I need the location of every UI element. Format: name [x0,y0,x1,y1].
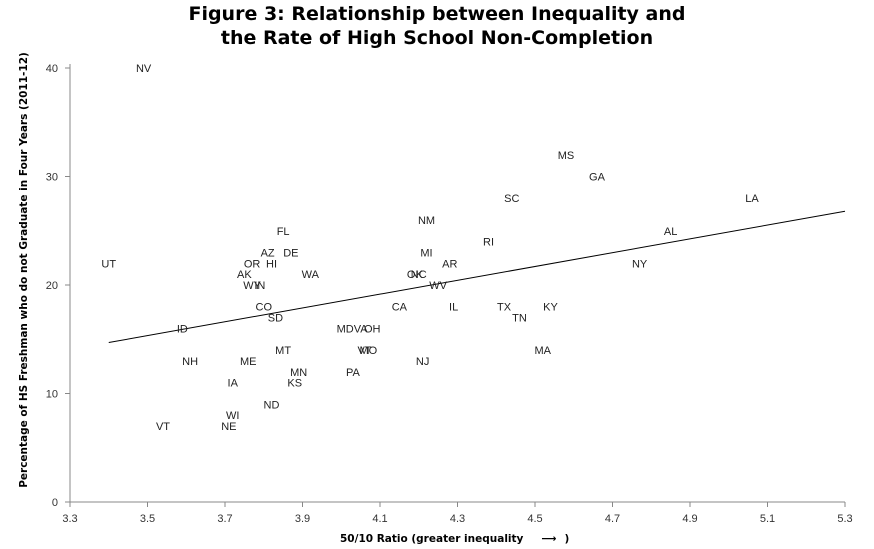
point-label-hi: HI [266,258,277,270]
point-label-va: VA [354,323,369,335]
point-label-mo: MO [360,345,378,357]
point-label-ok: OK [407,269,424,281]
point-label-ks: KS [287,378,302,390]
x-axis-label-arrow: ⟶ [541,533,556,545]
point-label-mt: MT [275,345,291,357]
point-label-ut: UT [101,258,116,270]
point-label-md: MD [337,323,354,335]
point-label-oh: OH [364,323,381,335]
x-tick-label: 4.5 [527,513,542,525]
y-tick-label: 30 [46,172,58,184]
y-tick-label: 40 [46,63,58,75]
x-axis-label-close: ) [564,533,569,545]
point-label-sc: SC [504,193,519,205]
point-label-mi: MI [420,247,432,259]
point-label-nv: NV [136,63,152,75]
point-label-sd: SD [268,313,283,325]
x-tick-label: 4.7 [605,513,620,525]
point-label-nc: NC [411,269,427,281]
point-labels: NV UT MS GA SC LA NM FL AL RI AZ DE MI OR HI AR NY AK WA OK… [101,63,759,433]
point-label-ia: IA [228,378,239,390]
point-label-wa: WA [302,269,320,281]
point-label-vt: VT [357,345,371,357]
x-tick-label: 5.3 [837,513,852,525]
chart-title-line2: the Rate of High School Non-Completion [220,27,654,49]
y-axis-label: Percentage of HS Freshman who do not Gra… [18,52,30,488]
trendline-group [108,210,846,343]
point-label-nj: NJ [416,356,429,368]
chart-title-line1: Figure 3: Relationship between Inequalit… [188,3,686,25]
point-label-or: OR [244,258,261,270]
x-axis-label: 50/10 Ratio (greater inequality ⟶) [340,533,569,545]
point-label-ga: GA [589,172,606,184]
point-label-la: LA [745,193,759,205]
point-label-al: AL [664,226,677,238]
point-label-me: ME [240,356,257,368]
point-label-vt: VT [156,421,170,433]
point-label-nm: NM [418,215,435,227]
trendline [108,210,846,343]
point-label-ne: NE [221,421,236,433]
point-label-mn: MN [290,367,307,379]
x-tick-label: 3.9 [295,513,310,525]
point-label-id: ID [177,323,188,335]
point-label-fl: FL [277,226,290,238]
point-label-ma: MA [535,345,552,357]
point-label-de: DE [283,247,298,259]
point-label-co: CO [256,302,273,314]
point-label-tx: TX [497,302,512,314]
point-label-ri: RI [483,237,494,249]
axes: 3.3 3.5 3.7 3.9 4.1 4.3 4.5 4.7 4.9 5.1 5.3 0 10 20 30… [46,63,853,525]
point-label-pa: PA [346,367,361,379]
x-tick-label: 3.5 [140,513,155,525]
x-tick-label: 3.7 [217,513,232,525]
point-label-ar: AR [442,258,457,270]
chart-title: Figure 3: Relationship between Inequalit… [0,2,874,50]
y-tick-label: 20 [46,280,58,292]
point-label-az: AZ [261,247,275,259]
point-label-wy: WY [243,280,261,292]
point-label-wv: WV [429,280,447,292]
point-label-in: IN [254,280,265,292]
point-label-ny: NY [632,258,648,270]
point-label-il: IL [449,302,458,314]
point-label-tn: TN [512,313,527,325]
x-tick-label: 4.3 [450,513,465,525]
point-label-ms: MS [558,150,575,162]
x-tick-label: 3.3 [62,513,77,525]
x-axis-label-text: 50/10 Ratio (greater inequality [340,533,524,545]
point-label-wi: WI [226,410,239,422]
y-tick-label: 10 [46,389,58,401]
point-label-nd: ND [264,399,280,411]
y-tick-label: 0 [52,497,58,509]
point-label-ca: CA [392,302,408,314]
x-tick-label: 4.9 [682,513,697,525]
x-tick-label: 5.1 [760,513,775,525]
point-label-ak: AK [237,269,252,281]
x-tick-label: 4.1 [372,513,387,525]
point-label-ky: KY [543,302,558,314]
point-label-nh: NH [182,356,198,368]
